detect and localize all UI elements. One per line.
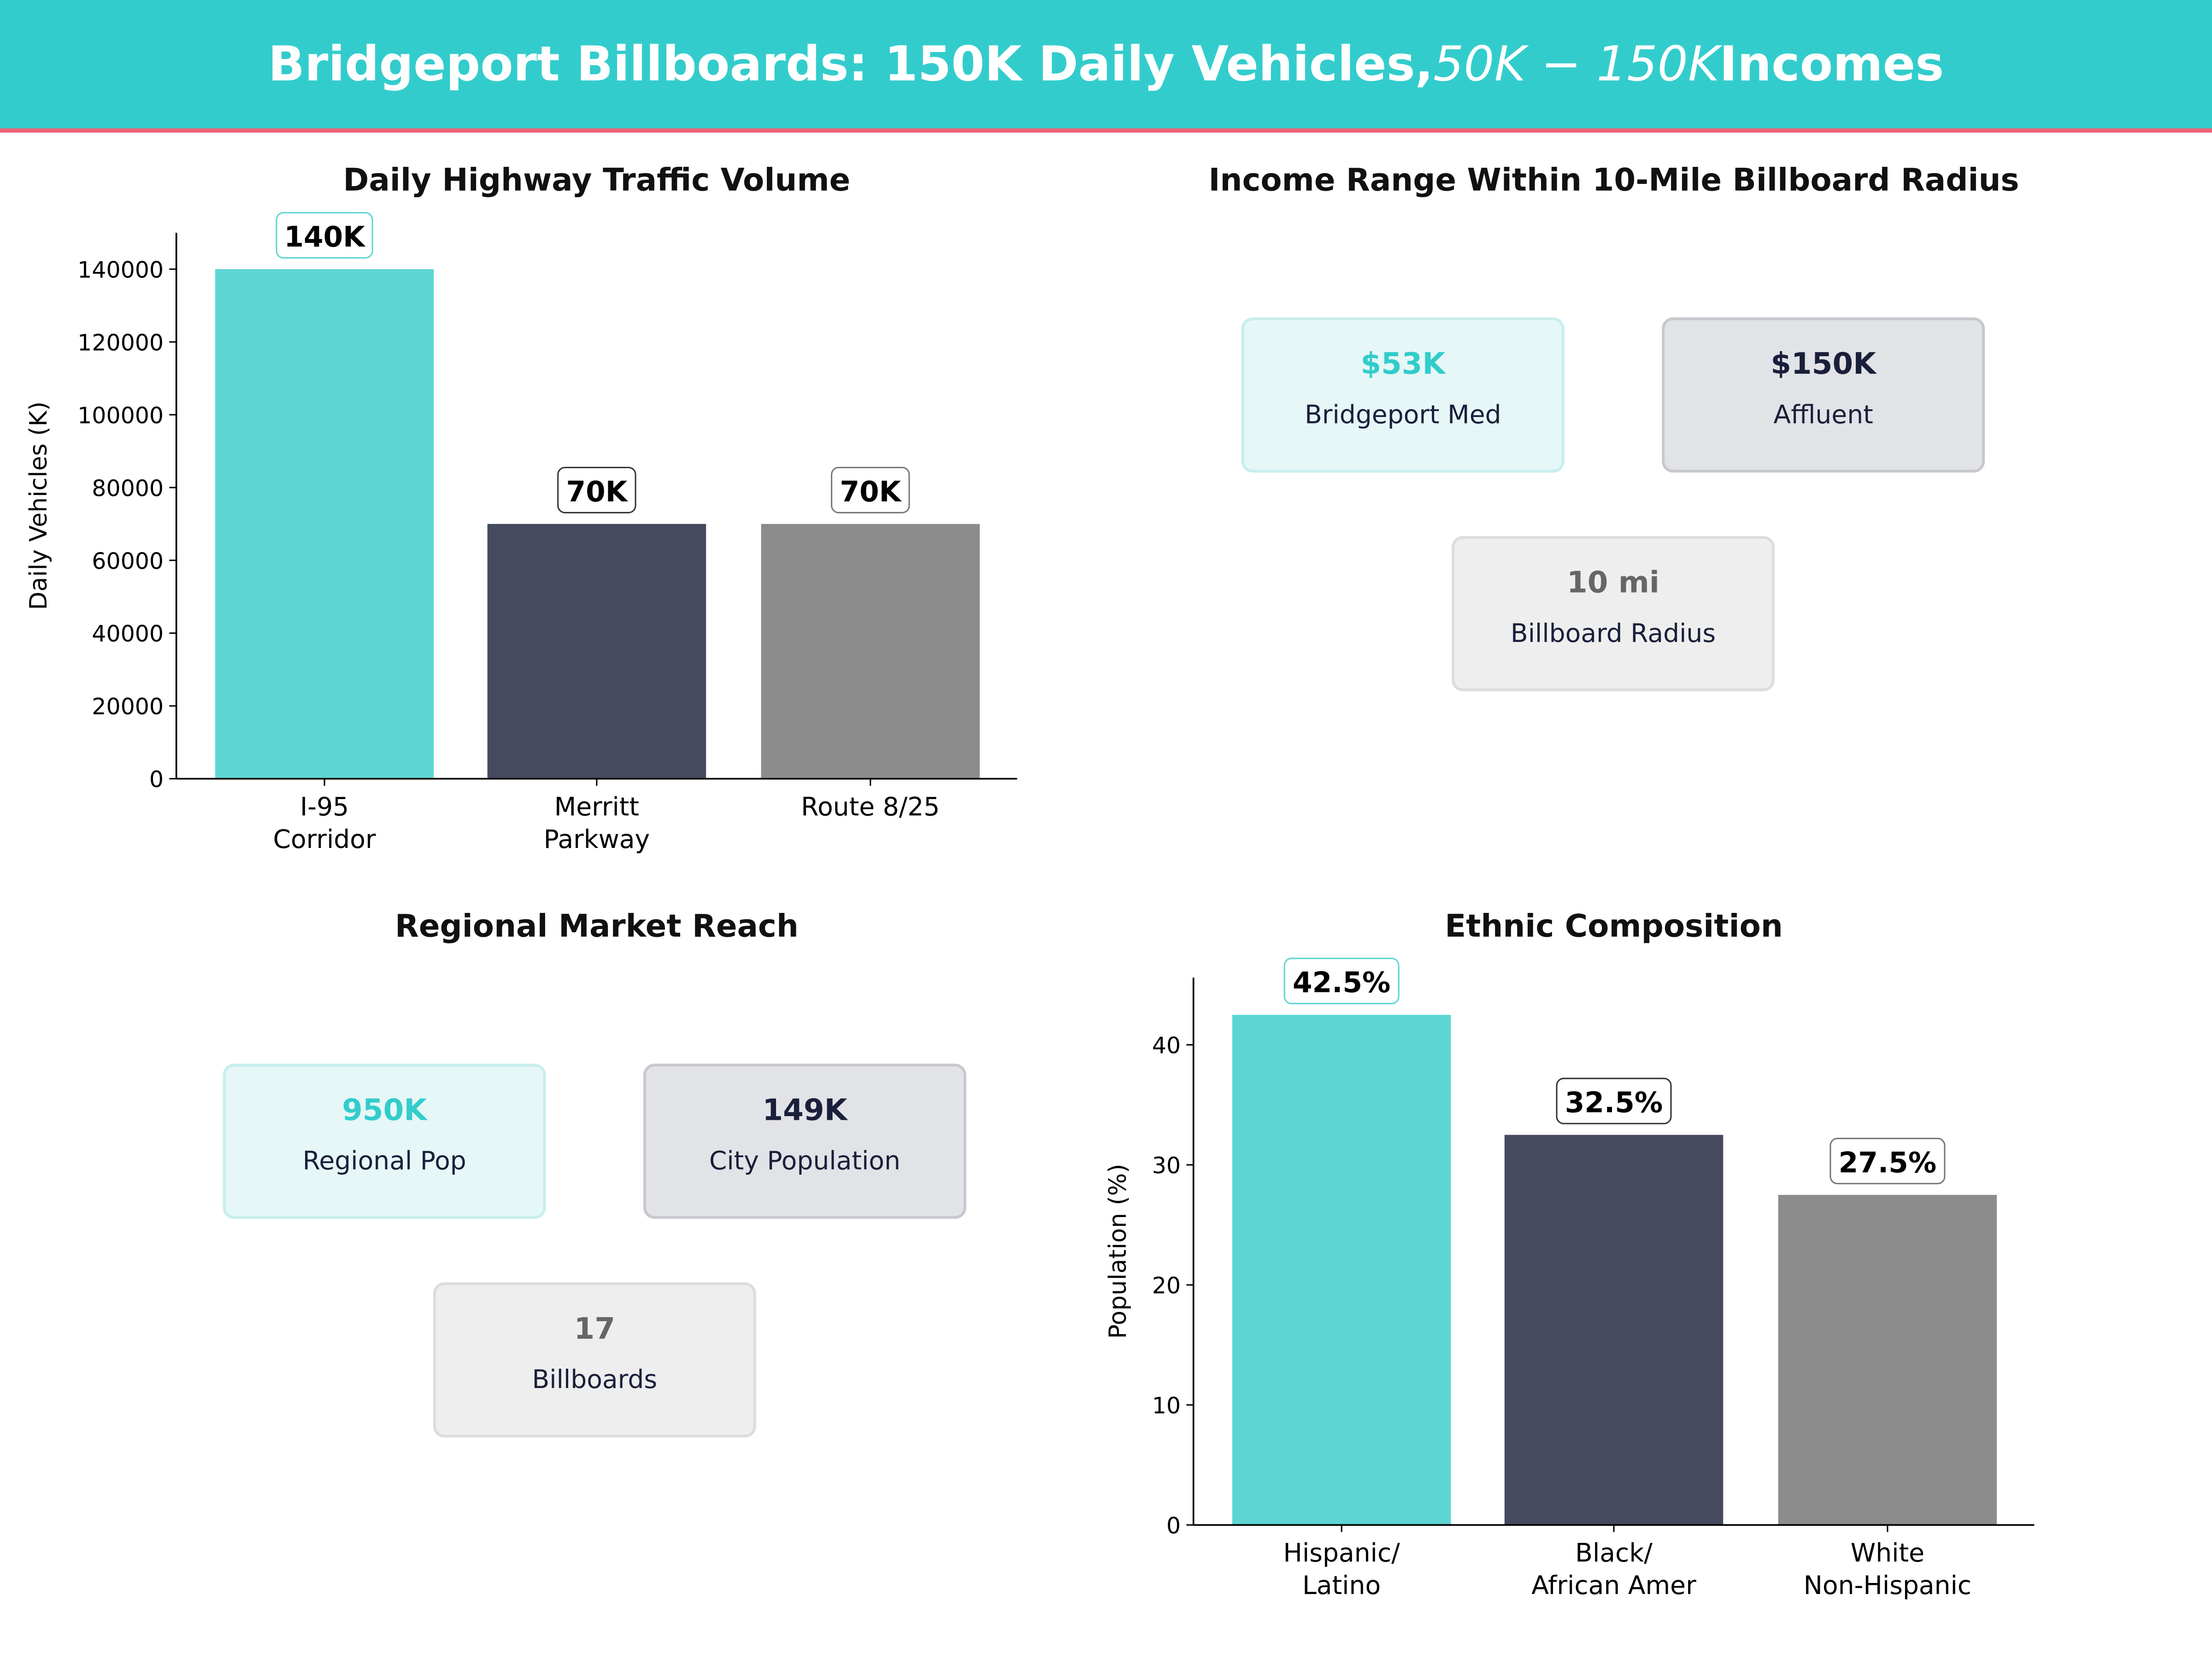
card-value: $150K (1771, 347, 1876, 381)
data-label-box (276, 212, 373, 259)
x-tick-label: Merritt (554, 792, 639, 821)
data-label: 70K (840, 476, 902, 508)
card-value: $53K (1360, 347, 1446, 381)
ethnic-chart-title: Ethnic Composition (1445, 910, 1783, 946)
header-banner: Bridgeport Billboards: 150K Daily Vehicl… (0, 0, 2212, 133)
x-tick-label: Route 8/25 (801, 792, 940, 821)
y-tick-label: 20000 (92, 694, 164, 720)
y-tick-label: 30 (1152, 1153, 1181, 1179)
card-label: Billboard Radius (1510, 619, 1716, 649)
y-tick-label: 0 (1166, 1513, 1181, 1539)
y-tick-label: 10 (1152, 1393, 1181, 1419)
income-card-median: $53K Bridgeport Med (1241, 317, 1565, 473)
x-tick-label: African Amer (1531, 1571, 1696, 1600)
market-card-billboards: 17 Billboards (433, 1282, 756, 1438)
card-label: Billboards (532, 1365, 658, 1395)
bar (1232, 1015, 1451, 1525)
y-tick-label: 40 (1152, 1033, 1181, 1059)
x-tick-label: Corridor (273, 824, 376, 854)
header-title-prefix: Bridgeport Billboards: 150K Daily Vehicl… (268, 36, 1434, 93)
card-label: Affluent (1773, 400, 1873, 430)
data-label-box (1556, 1077, 1672, 1124)
income-card-affluent: $150K Affluent (1662, 317, 1985, 473)
bar (487, 524, 706, 779)
y-tick-label: 120000 (77, 329, 164, 356)
data-label-box (1830, 1137, 1946, 1184)
card-label: City Population (709, 1147, 900, 1177)
y-tick-label: 40000 (92, 621, 164, 647)
header-title-math: 50K − 150K (1433, 36, 1720, 93)
bar (1504, 1135, 1724, 1525)
market-card-city-pop: 149K City Population (643, 1064, 966, 1219)
data-label: 32.5% (1565, 1087, 1663, 1119)
traffic-chart-title: Daily Highway Traffic Volume (343, 164, 851, 199)
card-value: 10 mi (1567, 565, 1659, 600)
x-tick-label: Latino (1302, 1571, 1381, 1600)
data-label: 140K (284, 221, 366, 253)
y-tick-label: 0 (149, 766, 164, 793)
market-card-regional-pop: 950K Regional Pop (223, 1064, 546, 1219)
data-label: 42.5% (1293, 966, 1390, 999)
bar (1778, 1194, 1997, 1525)
y-axis-label: Population (%) (1104, 1164, 1132, 1339)
card-value: 149K (762, 1093, 847, 1127)
x-tick-label: Black/ (1575, 1538, 1653, 1568)
data-label-box (831, 466, 910, 513)
card-label: Regional Pop (302, 1147, 466, 1177)
card-value: 17 (574, 1312, 616, 1346)
x-tick-label: Parkway (544, 824, 650, 854)
bar (215, 269, 434, 779)
data-label: 70K (566, 476, 629, 508)
x-tick-label: I-95 (300, 792, 349, 821)
x-tick-label: Hispanic/ (1283, 1538, 1400, 1568)
market-panel-title: Regional Market Reach (394, 910, 799, 946)
y-tick-label: 80000 (92, 475, 164, 501)
bar (761, 524, 980, 779)
y-tick-label: 140000 (77, 257, 164, 283)
y-tick-label: 100000 (77, 402, 164, 429)
data-label-box (1283, 958, 1400, 1005)
card-value: 950K (342, 1093, 427, 1127)
x-tick-label: Non-Hispanic (1804, 1571, 1971, 1600)
card-label: Bridgeport Med (1305, 400, 1501, 430)
income-card-radius: 10 mi Billboard Radius (1451, 536, 1775, 691)
y-tick-label: 20 (1152, 1273, 1181, 1299)
data-label-box (557, 466, 636, 513)
header-title-suffix: Incomes (1719, 36, 1944, 93)
data-label: 27.5% (1839, 1147, 1936, 1179)
y-tick-label: 60000 (92, 548, 164, 574)
y-axis-label: Daily Vehicles (K) (25, 401, 53, 610)
x-tick-label: White (1851, 1538, 1924, 1568)
income-panel-title: Income Range Within 10-Mile Billboard Ra… (1208, 164, 2019, 199)
